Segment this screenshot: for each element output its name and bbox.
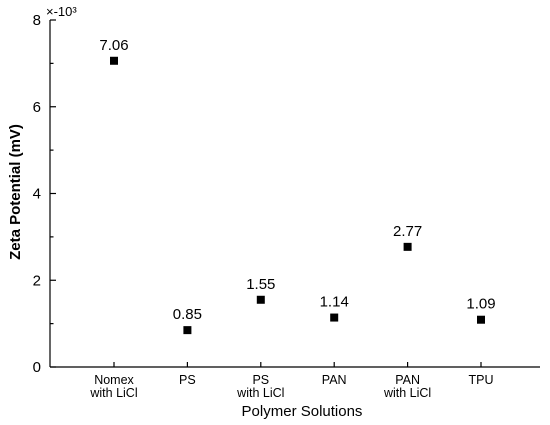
data-value-label: 1.14 (320, 294, 349, 311)
y-tick-label: 0 (33, 359, 41, 376)
x-category-label: PAN (322, 373, 347, 387)
y-tick-label: 6 (33, 99, 41, 116)
data-value-label: 7.06 (99, 37, 128, 54)
y-axis-title: Zeta Potential (mV) (7, 124, 24, 260)
y-axis-multiplier: ×-10³ (46, 4, 77, 19)
y-tick-label: 2 (33, 272, 41, 289)
x-category-label: PS with LiCl (236, 373, 284, 400)
x-category-label: Nomex with LiCl (89, 373, 137, 400)
x-axis-title: Polymer Solutions (242, 403, 363, 420)
data-point-marker (330, 313, 339, 322)
tick-labels: 0 2 4 6 8 Nomex with LiCl PS PS with LiCl PAN PAN wi… (33, 12, 494, 400)
data-value-label: 0.85 (173, 306, 202, 323)
data-point-marker (256, 295, 265, 304)
x-category-label: PS (179, 373, 196, 387)
y-tick-label: 8 (33, 12, 41, 29)
data-value-label: 1.09 (466, 296, 495, 313)
data-point-marker (477, 315, 485, 324)
x-category-label: PAN with LiCl (383, 373, 431, 400)
data-points: 7.06 0.85 1.55 1.14 2.77 1.09 (99, 37, 496, 335)
axes (49, 20, 540, 368)
y-tick-label: 4 (33, 186, 41, 203)
data-point-marker (110, 56, 118, 65)
x-category-label: TPU (469, 373, 494, 387)
data-value-label: 1.55 (246, 276, 275, 293)
data-value-label: 2.77 (393, 223, 422, 240)
ticks (50, 19, 482, 368)
data-point-marker (183, 326, 192, 335)
data-point-marker (403, 242, 412, 251)
